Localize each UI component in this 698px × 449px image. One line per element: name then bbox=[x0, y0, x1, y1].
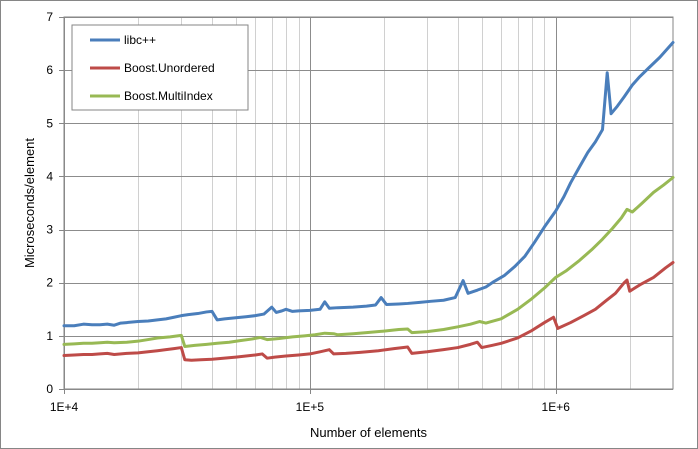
y-tick-label: 1 bbox=[46, 329, 53, 343]
y-tick-label: 5 bbox=[46, 116, 53, 130]
y-tick-label: 3 bbox=[46, 223, 53, 237]
series-line-boost-unordered bbox=[62, 261, 675, 362]
axes: 0 1 2 3 4 5 6 7 1E+4 1E+5 1E+6 bbox=[46, 10, 570, 414]
legend-label: libc++ bbox=[124, 33, 156, 47]
y-tick-label: 4 bbox=[46, 169, 53, 183]
y-tick-label: 7 bbox=[46, 10, 53, 24]
x-tick-label: 1E+5 bbox=[296, 400, 325, 414]
x-tick-label: 1E+4 bbox=[50, 400, 79, 414]
y-axis-title: Microseconds/element bbox=[22, 138, 37, 268]
x-axis-title: Number of elements bbox=[310, 425, 428, 440]
legend-label: Boost.MultiIndex bbox=[124, 89, 213, 103]
y-tick-label: 2 bbox=[46, 276, 53, 290]
plot-area-border bbox=[63, 16, 674, 390]
x-tick-label: 1E+6 bbox=[542, 400, 571, 414]
y-tick-label: 6 bbox=[46, 63, 53, 77]
y-tick-label: 0 bbox=[46, 382, 53, 396]
legend: libc++ Boost.Unordered Boost.MultiIndex bbox=[71, 24, 249, 111]
series-line-libc- bbox=[62, 41, 675, 328]
legend-label: Boost.Unordered bbox=[124, 61, 215, 75]
series-lines bbox=[62, 41, 675, 362]
series-line-boost-multiindex bbox=[62, 175, 675, 348]
